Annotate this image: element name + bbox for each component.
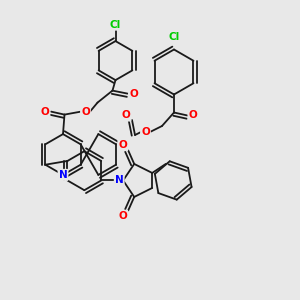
Text: Cl: Cl [110, 20, 121, 30]
Text: O: O [188, 110, 197, 121]
Text: O: O [118, 211, 127, 221]
Text: N: N [115, 176, 124, 185]
Text: O: O [40, 106, 50, 117]
Text: N: N [58, 170, 68, 180]
Text: O: O [129, 88, 138, 99]
Text: O: O [141, 127, 150, 137]
Text: Cl: Cl [168, 32, 180, 43]
Text: O: O [122, 110, 130, 121]
Text: O: O [118, 140, 127, 150]
Text: O: O [81, 106, 90, 117]
